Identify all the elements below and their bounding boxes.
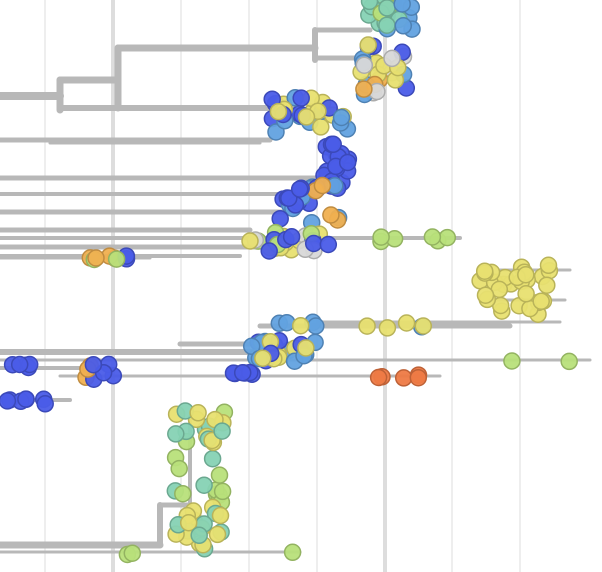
tip[interactable] (297, 339, 315, 357)
tip[interactable] (319, 235, 338, 254)
tip[interactable] (123, 544, 142, 562)
tip[interactable] (282, 228, 301, 246)
tip[interactable] (394, 369, 413, 387)
tip[interactable] (233, 363, 252, 382)
tip[interactable] (179, 513, 198, 532)
tip[interactable] (409, 368, 428, 387)
tip[interactable] (475, 262, 494, 280)
tree-branches (0, 27, 592, 554)
tip[interactable] (332, 108, 351, 127)
tip[interactable] (283, 543, 302, 562)
tip[interactable] (0, 392, 17, 410)
tip[interactable] (313, 176, 332, 195)
tip[interactable] (538, 276, 556, 294)
tip[interactable] (213, 482, 232, 501)
tip[interactable] (84, 355, 103, 374)
tip[interactable] (369, 368, 388, 387)
tip[interactable] (242, 337, 261, 356)
tip[interactable] (190, 526, 208, 545)
tip[interactable] (414, 317, 433, 335)
tip[interactable] (324, 135, 342, 154)
tip[interactable] (517, 265, 535, 284)
tip[interactable] (208, 525, 227, 544)
tip[interactable] (195, 476, 213, 494)
tip[interactable] (539, 256, 558, 275)
tip[interactable] (560, 352, 578, 371)
tip[interactable] (322, 206, 340, 224)
tip[interactable] (503, 352, 521, 370)
tip[interactable] (532, 292, 550, 311)
tip[interactable] (17, 390, 35, 408)
tip[interactable] (189, 404, 207, 422)
tip[interactable] (292, 89, 310, 107)
tree-tips[interactable] (0, 0, 578, 564)
tip[interactable] (87, 249, 105, 267)
tip[interactable] (211, 506, 230, 525)
tip[interactable] (210, 466, 229, 484)
tip[interactable] (254, 349, 272, 367)
tip[interactable] (372, 228, 390, 246)
tip[interactable] (378, 319, 397, 337)
tip[interactable] (312, 118, 330, 136)
tip[interactable] (174, 484, 192, 503)
tip[interactable] (517, 285, 535, 303)
tip[interactable] (297, 108, 316, 126)
tip[interactable] (358, 317, 376, 335)
tip[interactable] (241, 232, 259, 250)
tip[interactable] (203, 449, 222, 468)
tip[interactable] (423, 228, 442, 246)
tip[interactable] (359, 36, 377, 54)
tip[interactable] (355, 80, 373, 98)
tip[interactable] (360, 0, 379, 11)
tip[interactable] (213, 422, 231, 440)
tip[interactable] (269, 102, 288, 121)
tip[interactable] (307, 317, 325, 335)
tip[interactable] (438, 228, 457, 247)
tip[interactable] (383, 49, 401, 68)
tip[interactable] (10, 355, 29, 374)
tip[interactable] (36, 395, 54, 413)
tip[interactable] (260, 242, 278, 260)
tip[interactable] (338, 153, 357, 172)
tip[interactable] (167, 425, 185, 443)
tip[interactable] (291, 316, 310, 335)
tip[interactable] (393, 0, 411, 13)
tip[interactable] (170, 459, 188, 478)
tip[interactable] (394, 17, 413, 35)
tip[interactable] (290, 180, 309, 198)
tip[interactable] (378, 0, 396, 17)
tip[interactable] (304, 234, 323, 253)
tip[interactable] (355, 56, 374, 74)
tip[interactable] (476, 286, 495, 304)
tip[interactable] (107, 250, 126, 268)
tip[interactable] (397, 314, 416, 332)
tip[interactable] (378, 16, 396, 34)
